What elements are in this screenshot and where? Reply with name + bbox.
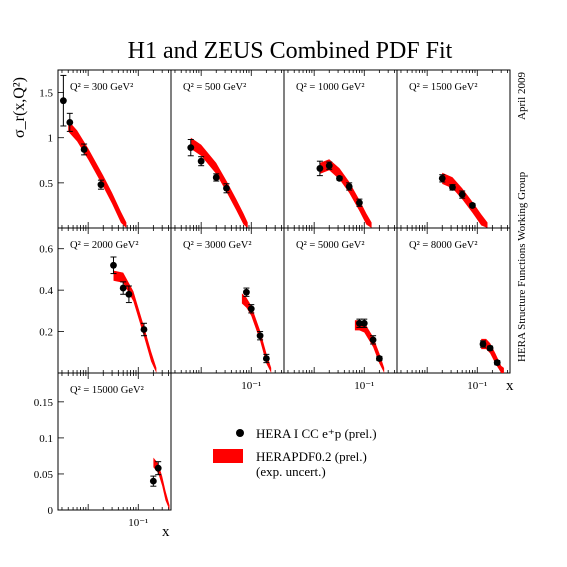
panel-1: Q² = 500 GeV² xyxy=(170,69,285,229)
data-point xyxy=(243,288,250,296)
y-axis-label: σ_r(x,Q²) xyxy=(11,77,28,138)
data-point xyxy=(325,162,333,170)
data-point xyxy=(458,191,466,198)
panel-label: Q² = 8000 GeV² xyxy=(409,240,478,251)
x-tick-label: 10⁻¹ xyxy=(354,380,374,392)
date-label: April 2009 xyxy=(516,72,528,120)
y-tick-label: 0.5 xyxy=(39,178,53,190)
data-point xyxy=(336,174,343,182)
legend: HERA I CC e⁺p (prel.) HERAPDF0.2 (prel.)… xyxy=(213,426,377,479)
data-point xyxy=(356,319,363,327)
group-label: HERA Structure Functions Working Group xyxy=(516,171,528,362)
data-point xyxy=(80,146,88,153)
chart-title: H1 and ZEUS Combined PDF Fit xyxy=(128,38,453,64)
fit-band xyxy=(442,172,488,228)
fit-band xyxy=(190,137,248,228)
data-point xyxy=(479,340,487,348)
x-axis-label-bottom: x xyxy=(162,524,170,540)
data-point xyxy=(247,305,255,313)
data-point xyxy=(449,183,456,191)
data-point xyxy=(110,261,117,269)
data-point xyxy=(154,464,162,472)
y-tick-label: 0.6 xyxy=(39,244,53,256)
panel-frame xyxy=(396,69,511,229)
y-tick-label: 0.1 xyxy=(39,433,53,445)
data-point xyxy=(375,355,383,362)
legend-data-marker xyxy=(236,429,244,437)
data-point xyxy=(187,144,195,152)
x-tick-label: 10⁻¹ xyxy=(467,380,487,392)
panel-frame xyxy=(57,372,172,511)
panel-6: Q² = 5000 GeV² 10⁻¹ xyxy=(283,227,398,392)
data-point xyxy=(469,202,476,209)
panel-3: Q² = 1500 GeV² xyxy=(396,69,511,229)
panel-frame xyxy=(283,69,398,229)
fit-band xyxy=(68,120,127,228)
data-point xyxy=(197,157,205,165)
y-tick-label: 0.15 xyxy=(34,397,54,409)
fit-band xyxy=(241,293,272,373)
y-tick-label: 1.5 xyxy=(39,88,53,100)
panel-0: 0.5 1 1.5 Q² = 300 GeV² xyxy=(39,69,172,229)
y-tick-label: 0.2 xyxy=(39,327,53,339)
panel-7: Q² = 8000 GeV² 10⁻¹ xyxy=(396,227,511,392)
panel-2: Q² = 1000 GeV² xyxy=(283,69,398,229)
y-tick-label: 0 xyxy=(48,505,54,517)
y-tick-label: 0.05 xyxy=(34,469,54,481)
panel-4: 0.2 0.4 0.6 Q² = 2000 GeV² xyxy=(39,227,172,374)
panel-label: Q² = 500 GeV² xyxy=(183,82,246,93)
legend-fit-label: HERAPDF0.2 (prel.) xyxy=(256,449,367,464)
panel-label: Q² = 2000 GeV² xyxy=(70,240,139,251)
y-axis-label-text: σ_r(x,Q²) xyxy=(11,77,28,138)
fit-band xyxy=(113,270,157,373)
y-tick-label: 1 xyxy=(48,133,54,145)
data-point xyxy=(149,477,157,485)
data-point xyxy=(356,199,363,207)
panel-frame xyxy=(396,227,511,374)
panel-label: Q² = 300 GeV² xyxy=(70,82,133,93)
legend-data-label: HERA I CC e⁺p (prel.) xyxy=(256,426,377,441)
data-point xyxy=(345,183,353,190)
fit-band xyxy=(319,159,372,228)
data-point xyxy=(66,118,74,126)
data-point xyxy=(59,97,67,105)
x-axis-label: x xyxy=(506,378,514,394)
x-tick-label: 10⁻¹ xyxy=(241,380,261,392)
fit-band xyxy=(354,320,385,373)
data-point xyxy=(262,355,270,362)
panel-label: Q² = 5000 GeV² xyxy=(296,240,365,251)
data-point xyxy=(486,344,494,352)
data-point xyxy=(493,359,501,367)
x-tick-label: 10⁻¹ xyxy=(128,517,148,529)
legend-fit-swatch xyxy=(213,449,243,463)
data-point xyxy=(369,336,377,344)
panel-grid: 0.5 1 1.5 Q² = 300 GeV² Q² = 500 GeV² Q² = 10… xyxy=(34,69,511,529)
panel-label: Q² = 3000 GeV² xyxy=(183,240,252,251)
data-point xyxy=(316,165,324,172)
fit-band xyxy=(153,457,170,510)
data-point xyxy=(140,326,148,333)
data-point xyxy=(212,174,220,181)
panel-5: Q² = 3000 GeV² 10⁻¹ xyxy=(170,227,285,392)
data-point xyxy=(360,319,368,327)
data-point xyxy=(97,181,105,189)
data-point xyxy=(125,290,133,298)
panel-label: Q² = 15000 GeV² xyxy=(70,385,144,396)
panel-8: 0 0.05 0.1 0.15 Q² = 15000 GeV² 10⁻¹ xyxy=(34,372,172,529)
data-point xyxy=(119,284,127,292)
y-tick-label: 0.4 xyxy=(39,285,53,297)
data-point xyxy=(223,184,230,192)
legend-fit-sublabel: (exp. uncert.) xyxy=(256,464,326,479)
panel-label: Q² = 1000 GeV² xyxy=(296,82,365,93)
panel-label: Q² = 1500 GeV² xyxy=(409,82,478,93)
data-point xyxy=(256,332,264,340)
data-point xyxy=(438,174,446,182)
